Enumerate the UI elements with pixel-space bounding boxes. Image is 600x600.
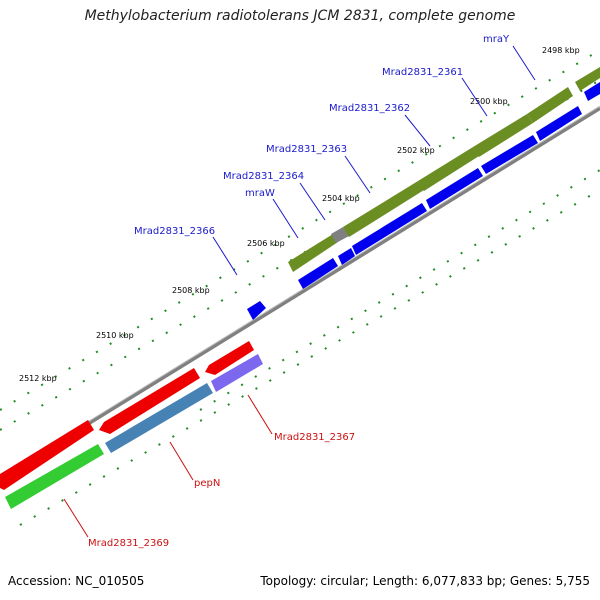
cog-block: [331, 227, 349, 243]
cog-block: [211, 354, 263, 392]
scale-label: 2508 kbp: [172, 286, 210, 295]
cog-block: [473, 114, 533, 157]
gene-label-mrad2831-2362[interactable]: Mrad2831_2362: [329, 103, 410, 114]
gene-label-mrad2831-2366[interactable]: Mrad2831_2366: [134, 226, 215, 237]
cds-arrow: [426, 168, 483, 209]
map-title: Methylobacterium radiotolerans JCM 2831,…: [84, 8, 516, 24]
gene-label-mrad2831-2364[interactable]: Mrad2831_2364: [223, 171, 304, 182]
scale-label: 2506 kbp: [247, 239, 285, 248]
label-leaders: [63, 45, 536, 538]
cds-arrow: [338, 248, 355, 265]
gene-label-pepN[interactable]: pepN: [194, 478, 220, 489]
accession-text: Accession: NC_010505: [8, 574, 145, 588]
gene-label-mrad2831-2361[interactable]: Mrad2831_2361: [382, 67, 463, 78]
reverse-cds-track: [0, 341, 254, 490]
cds-arrow: [99, 368, 200, 434]
cds-arrow: [536, 106, 582, 141]
inner-tick-track: [19, 169, 600, 526]
gene-label-mrad2831-2363[interactable]: Mrad2831_2363: [266, 144, 347, 155]
cog-block: [343, 181, 424, 237]
scale-label: 2512 kbp: [19, 374, 57, 383]
cog-block: [5, 444, 104, 509]
cog-block: [527, 87, 573, 123]
scale-label: 2510 kbp: [96, 331, 134, 340]
gene-label-mraW[interactable]: mraW: [245, 188, 275, 199]
cds-arrow: [247, 301, 266, 320]
scale-label: 2498 kbp: [542, 46, 580, 55]
cds-arrow: [298, 258, 338, 289]
scale-label: 2504 kbp: [322, 194, 360, 203]
forward-cds-track: [247, 82, 600, 320]
scale-label: 2502 kbp: [397, 146, 435, 155]
forward-cog-track: [288, 67, 600, 272]
cog-block: [105, 383, 213, 453]
scale-labels: 2498 kbp 2500 kbp 2502 kbp 2504 kbp 2506…: [19, 46, 580, 383]
cds-arrow: [584, 82, 600, 101]
cog-block: [288, 234, 338, 272]
gene-label-mraY[interactable]: mraY: [483, 34, 510, 45]
cds-arrow: [0, 420, 94, 490]
cds-arrow: [352, 203, 427, 255]
scale-label: 2500 kbp: [470, 97, 508, 106]
cds-arrow: [205, 341, 254, 375]
gene-label-mrad2831-2367[interactable]: Mrad2831_2367: [274, 432, 355, 443]
cds-arrow: [481, 135, 538, 174]
cog-block: [575, 67, 600, 91]
genome-backbone: [0, 106, 600, 480]
gene-labels: mraY Mrad2831_2361 Mrad2831_2362 Mrad283…: [88, 34, 510, 549]
genome-summary-text: Topology: circular; Length: 6,077,833 bp…: [260, 574, 590, 588]
reverse-cog-track: [5, 354, 263, 509]
outer-tick-track: [0, 49, 600, 431]
gene-label-mrad2831-2369[interactable]: Mrad2831_2369: [88, 538, 169, 549]
cog-block: [418, 147, 479, 191]
